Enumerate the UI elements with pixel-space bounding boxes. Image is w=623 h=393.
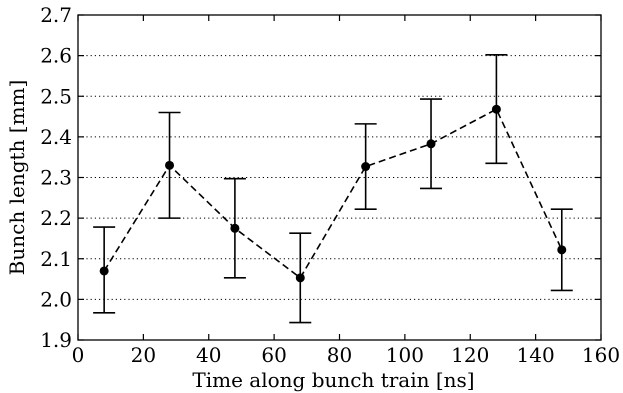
y-tick-label: 1.9 <box>40 328 72 352</box>
data-point <box>295 273 305 283</box>
series-1 <box>93 54 573 324</box>
data-point <box>426 139 436 149</box>
data-point <box>557 245 567 255</box>
x-tick-label: 120 <box>451 343 489 367</box>
y-tick-label: 2.5 <box>40 84 72 108</box>
y-tick-label: 2.4 <box>40 125 72 149</box>
y-tick-label: 2.3 <box>40 166 72 190</box>
data-point <box>230 223 240 233</box>
x-tick-label: 160 <box>582 343 620 367</box>
x-tick-label: 80 <box>327 343 352 367</box>
data-point <box>99 266 109 276</box>
x-tick-labels: 0 20 40 60 80 100 120 140 160 <box>72 343 620 367</box>
y-axis-title: Bunch length [mm] <box>5 80 29 276</box>
x-tick-label: 60 <box>261 343 286 367</box>
x-tick-label: 100 <box>386 343 424 367</box>
series-line <box>103 108 563 280</box>
y-tick-label: 2.6 <box>40 44 72 68</box>
y-tick-label: 2.2 <box>40 206 72 230</box>
y-tick-label: 2.7 <box>40 3 72 27</box>
grid-lines <box>78 55 601 300</box>
x-axis-title: Time along bunch train [ns] <box>192 368 474 392</box>
y-tick-labels: 1.9 2.0 2.1 2.2 2.3 2.4 2.5 2.6 2.7 <box>40 3 72 352</box>
x-tick-label: 140 <box>517 343 555 367</box>
data-point <box>361 162 371 172</box>
x-tick-label: 0 <box>72 343 85 367</box>
x-tick-label: 20 <box>131 343 156 367</box>
data-point <box>165 160 175 170</box>
y-tick-label: 2.1 <box>40 247 72 271</box>
y-tick-label: 2.0 <box>40 287 72 311</box>
x-tick-label: 40 <box>196 343 221 367</box>
axis-ticks <box>77 14 602 341</box>
data-point <box>491 104 501 114</box>
